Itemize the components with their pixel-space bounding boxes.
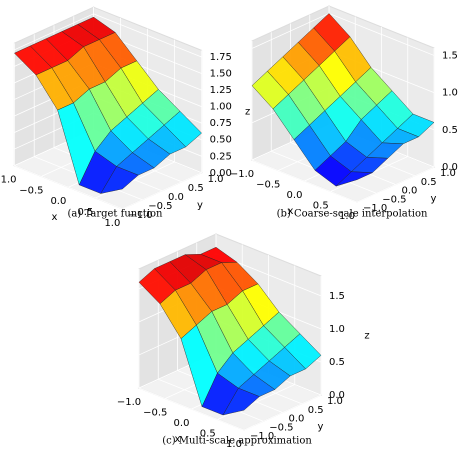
- x-tick-label: −1.0: [117, 397, 141, 408]
- x-tick-label: 0.5: [313, 201, 329, 212]
- x-tick-label: −0.5: [256, 180, 280, 191]
- y-tick-label: −1.0: [250, 431, 274, 442]
- z-tick-label: 1.0: [442, 88, 458, 99]
- y-tick-label: 0.5: [421, 177, 437, 188]
- x-tick-label: −1.0: [0, 175, 17, 186]
- y-tick-label: 0.5: [308, 405, 324, 416]
- x-axis-label: x: [51, 212, 57, 223]
- x-tick-label: 1.0: [226, 439, 242, 449]
- surface-patch: [222, 387, 260, 416]
- z-tick-label: 1.0: [329, 324, 345, 335]
- y-axis-label: y: [318, 422, 324, 433]
- surface-patch: [100, 166, 139, 194]
- x-axis-label: x: [175, 434, 181, 445]
- grid-line: [328, 13, 435, 56]
- surface-patch: [335, 171, 373, 187]
- x-tick-label: 0.0: [287, 190, 303, 201]
- x-tick-label: 1.0: [339, 211, 355, 222]
- x-tick-label: 0.0: [174, 418, 190, 429]
- z-tick-label: 1.5: [329, 291, 345, 302]
- z-tick-label: 0.00: [210, 168, 232, 179]
- y-tick-label: −1.0: [128, 210, 152, 221]
- y-tick-label: 0.0: [402, 186, 418, 197]
- z-tick-label: 0.5: [329, 357, 345, 368]
- z-tick-label: 0.50: [210, 135, 232, 146]
- y-tick-label: 1.0: [327, 396, 343, 407]
- z-tick-label: 0.5: [442, 125, 458, 136]
- caption: (b) Coarse-scale interpolation: [277, 209, 428, 220]
- x-tick-label: 0.5: [77, 207, 93, 218]
- caption: (c) Multi-scale approximation: [162, 436, 312, 447]
- y-tick-label: −0.5: [269, 422, 293, 433]
- z-tick-label: 0.0: [442, 162, 458, 173]
- x-tick-label: −0.5: [19, 185, 43, 196]
- y-tick-label: 0.0: [289, 414, 305, 425]
- z-axis-label: z: [364, 331, 369, 342]
- grid-line: [251, 159, 358, 203]
- y-tick-label: 0.5: [188, 183, 204, 194]
- z-tick-label: 1.25: [210, 85, 232, 96]
- x-tick-label: −1.0: [230, 169, 254, 180]
- z-tick-label: 1.75: [210, 52, 232, 63]
- z-tick-label: 0.75: [210, 118, 232, 129]
- grid-line: [251, 13, 330, 49]
- x-tick-label: 0.5: [200, 429, 216, 440]
- z-axis-label: z: [245, 107, 250, 118]
- grid-line: [138, 387, 245, 431]
- y-axis-label: y: [431, 194, 437, 205]
- y-tick-label: −1.0: [363, 203, 387, 214]
- grid-line: [93, 13, 202, 58]
- x-tick-label: −0.5: [143, 408, 167, 419]
- y-axis-label: y: [197, 200, 203, 211]
- z-tick-label: 0.25: [210, 151, 232, 162]
- y-tick-label: −0.5: [148, 201, 172, 212]
- y-tick-label: 0.0: [168, 192, 184, 203]
- y-tick-label: 1.0: [208, 174, 224, 185]
- z-tick-label: 1.5: [442, 50, 458, 61]
- x-tick-label: 0.0: [50, 196, 66, 207]
- x-tick-label: 1.0: [104, 218, 120, 229]
- z-tick-label: 0.0: [329, 390, 345, 401]
- grid-line: [14, 165, 123, 210]
- z-tick-label: 1.00: [210, 102, 232, 113]
- caption: (a) Target function: [68, 209, 164, 220]
- y-tick-label: 1.0: [440, 168, 456, 179]
- x-axis-label: x: [288, 206, 294, 217]
- z-tick-label: 1.50: [210, 69, 232, 80]
- grid-line: [14, 13, 94, 51]
- y-tick-label: −0.5: [382, 194, 406, 205]
